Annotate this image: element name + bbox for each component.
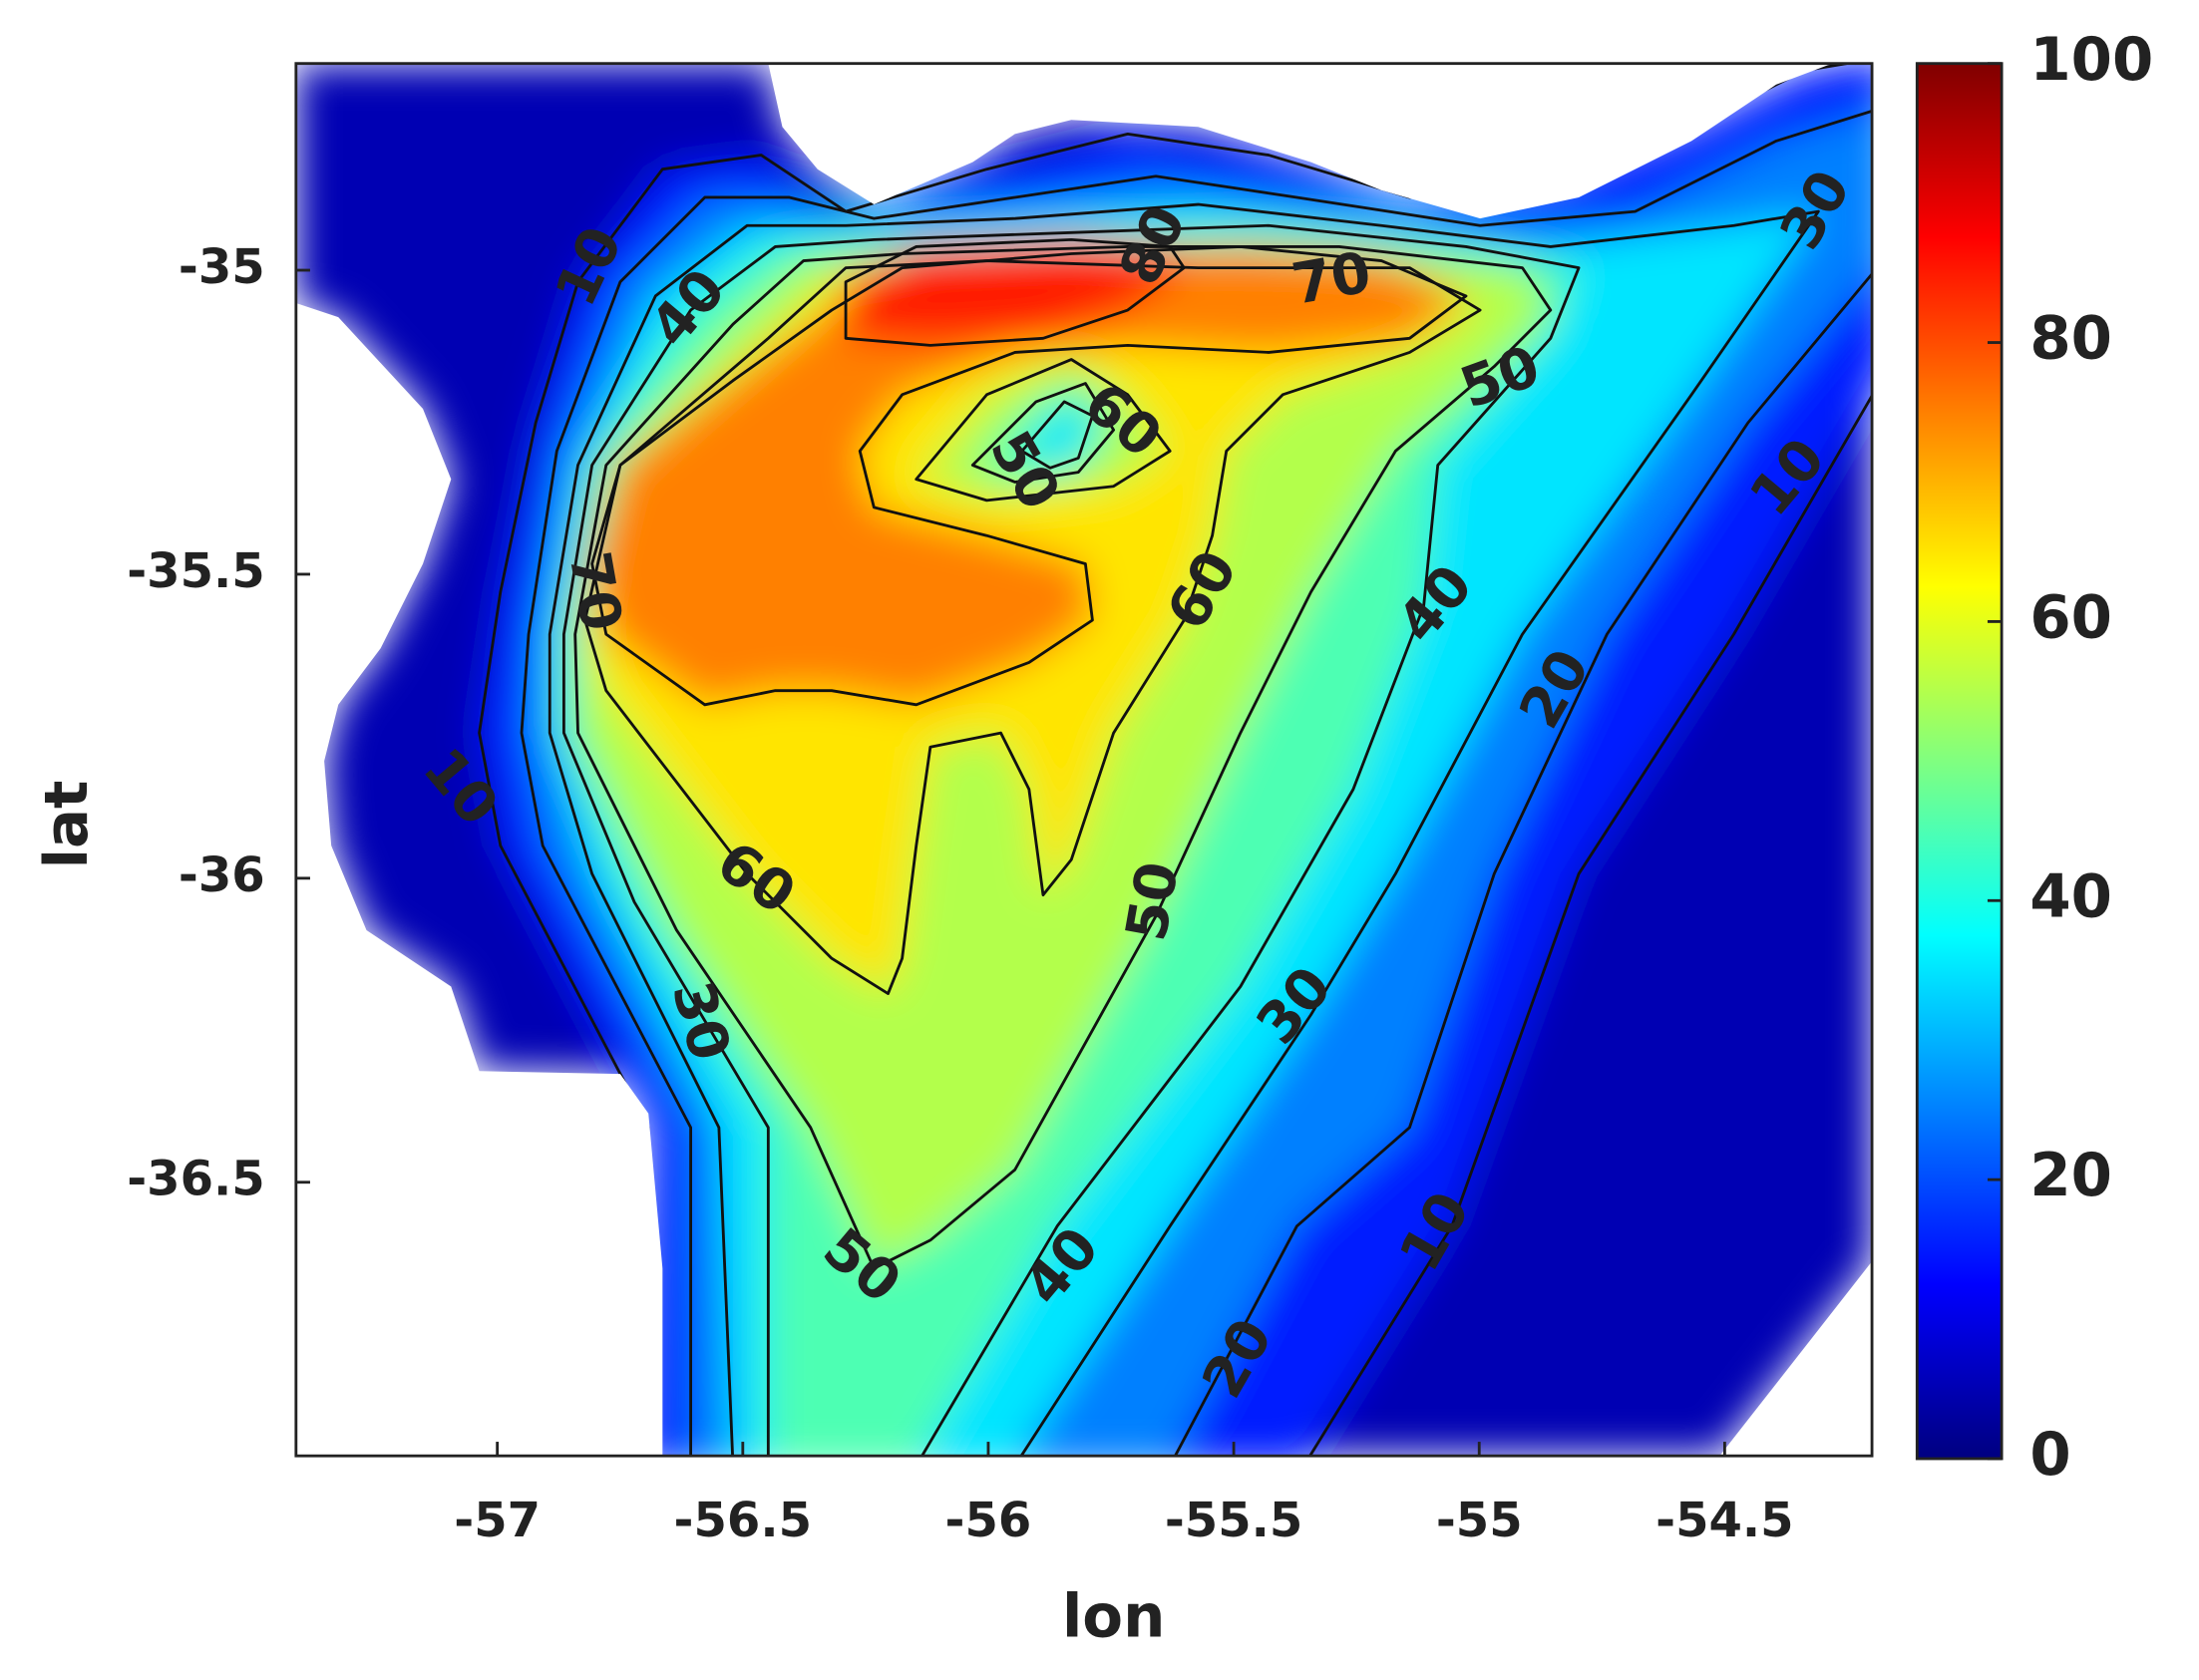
- contour-line: [590, 245, 1468, 707]
- x-tick-label: -55.5: [1165, 1493, 1303, 1548]
- colorbar-tick-label: 60: [2029, 583, 2112, 652]
- level-fill: [591, 246, 1466, 705]
- x-tick-label: -55: [1436, 1493, 1523, 1548]
- axes-frame: [294, 62, 1874, 1458]
- x-tick-label: -56.5: [674, 1493, 813, 1548]
- y-tick-label: -35: [179, 239, 265, 295]
- colorbar-tick-label: 40: [2029, 861, 2112, 930]
- y-tick-label: -35.5: [127, 543, 265, 599]
- colorbar-tick-label: 20: [2029, 1141, 2112, 1209]
- y-tick-label: -36: [179, 847, 265, 903]
- x-tick-label: -56: [945, 1493, 1032, 1548]
- contour-line: [844, 237, 1186, 347]
- contour-line: [583, 259, 1482, 995]
- contour-line: [573, 245, 1553, 1270]
- contour-label: 50: [1114, 857, 1192, 946]
- contour-line: [520, 104, 1873, 1457]
- contour-line: [915, 358, 1172, 503]
- y-tick-label: -36.5: [127, 1152, 265, 1207]
- colorbar-tick-label: 0: [2029, 1420, 2070, 1489]
- level-fill: [1021, 401, 1093, 469]
- contour-line: [1020, 400, 1094, 470]
- field: [295, 63, 1873, 1457]
- contour-lines: [478, 63, 1873, 1457]
- contour-line: [561, 223, 1581, 1457]
- colorbar-tick-label: 80: [2029, 304, 2112, 373]
- x-axis-label: lon: [1062, 1582, 1165, 1651]
- colorbar-tick-label: 100: [2029, 25, 2153, 94]
- contour-line: [970, 382, 1116, 484]
- contour-label: 70: [556, 547, 634, 636]
- contour-line: [548, 202, 1820, 1457]
- contour-label: 70: [1287, 240, 1376, 318]
- x-tick-label: -54.5: [1655, 1493, 1794, 1548]
- colorbar: [1915, 62, 2004, 1461]
- contour-line: [478, 63, 1873, 1457]
- y-axis-label: lat: [32, 781, 101, 869]
- x-tick-label: -57: [454, 1493, 541, 1548]
